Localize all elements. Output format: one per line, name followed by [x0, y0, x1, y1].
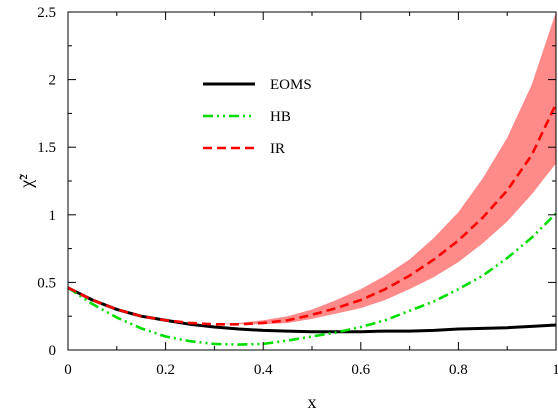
- y-tick-label: 1: [49, 208, 57, 224]
- x-tick-label: 0.6: [351, 362, 370, 378]
- band-ir: [68, 12, 556, 325]
- confidence-bands: [68, 12, 556, 325]
- series-line-ir: [67, 103, 558, 326]
- tick-labels: 0 0.2 0.4 0.6 0.8 1 0 0.5 1 1.5 2 2.5: [37, 5, 558, 378]
- x-tick-label: 0.8: [449, 362, 468, 378]
- x-tick-label: 0.4: [254, 362, 273, 378]
- series-lines: [67, 103, 558, 346]
- series-line-hb: [67, 212, 557, 346]
- y-tick-label: 2.5: [37, 5, 56, 21]
- y-tick-label: 1.5: [37, 140, 56, 156]
- x-tick-label: 1: [552, 362, 558, 378]
- x-tick-label: 0: [64, 362, 72, 378]
- legend-label-ir: IR: [270, 141, 285, 157]
- y-axis-label: χ̃²: [16, 174, 36, 189]
- legend: EOMS HB IR: [203, 77, 312, 157]
- axis-ticks: [67, 11, 557, 351]
- y-tick-label: 2: [49, 73, 57, 89]
- y-tick-label: 0: [49, 343, 57, 359]
- y-tick-label: 0.5: [37, 275, 56, 291]
- legend-label-hb: HB: [270, 109, 291, 125]
- legend-label-eoms: EOMS: [270, 77, 312, 93]
- x-axis-label: x: [308, 392, 317, 412]
- x-tick-label: 0.2: [156, 362, 175, 378]
